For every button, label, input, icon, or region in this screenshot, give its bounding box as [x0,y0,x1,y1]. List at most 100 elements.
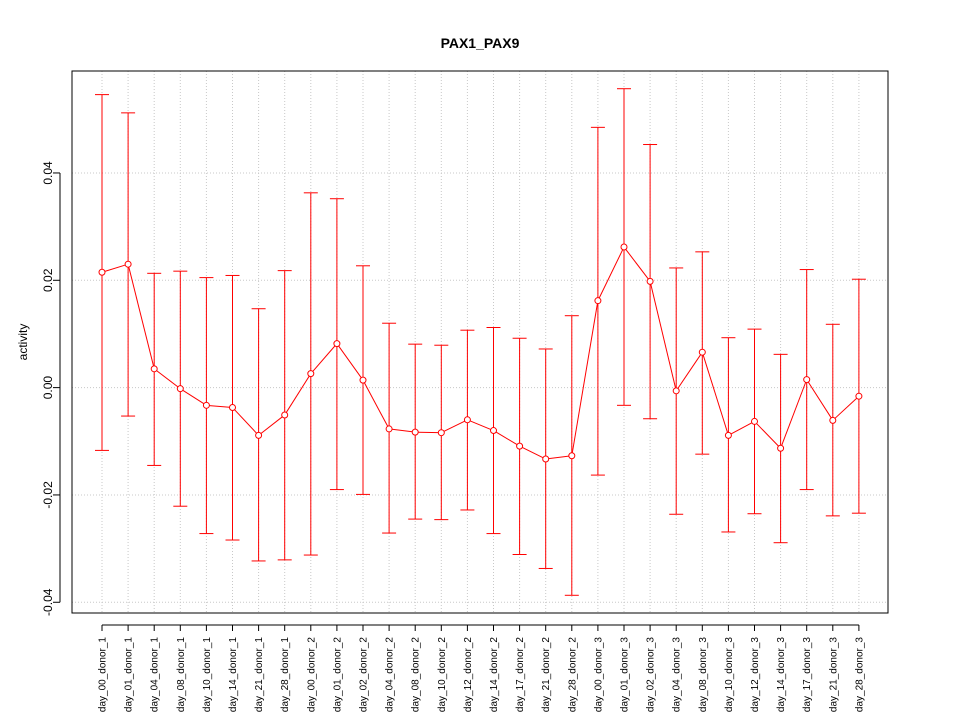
x-tick-label: day_01_donor_2 [332,637,343,713]
data-point [124,260,132,268]
data-point [150,365,158,373]
data-point [803,376,811,384]
series-segment [650,284,676,389]
x-tick-label: day_08_donor_2 [411,637,422,713]
x-tick-label: day_21_donor_1 [254,637,265,713]
series-segment [338,345,362,378]
series-segment [495,431,518,445]
series-segment [182,389,205,405]
series-segment [522,446,544,459]
data-point [542,455,550,463]
data-point [98,268,106,276]
series-segment [209,405,230,408]
data-point [777,444,785,452]
y-axis: -0.04 -0.02 0.00 0.02 0.04 [41,161,61,616]
x-tick-label: day_14_donor_3 [776,637,787,713]
x-tick-label: day_14_donor_1 [228,637,239,713]
x-tick-label: day_10_donor_1 [202,637,213,713]
plot-frame [71,70,889,614]
data-point [463,416,471,424]
x-tick-label: day_08_donor_3 [698,637,709,713]
series-segment [363,382,389,427]
series-segment [234,409,257,434]
x-tick-label: day_17_donor_3 [802,637,813,713]
series-segment [128,266,154,367]
x-tick-label: day_28_donor_3 [854,637,865,713]
series-segment [312,345,336,372]
y-axis-label: activity [16,324,30,361]
series-segment [598,249,624,299]
x-tick-label: day_00_donor_2 [306,637,317,713]
x-tick-label: day_02_donor_2 [359,637,370,713]
x-tick-label: day_12_donor_2 [463,637,474,713]
series-segment [677,354,702,389]
data-point [698,348,706,356]
y-tick-label: 0.00 [41,376,55,400]
data-point [437,429,445,437]
x-tick-label: day_14_donor_2 [489,637,500,713]
data-point [620,243,628,251]
chart-title: PAX1_PAX9 [441,35,520,51]
x-tick-label: day_21_donor_3 [828,637,839,713]
series-segment [469,420,491,430]
data-point [490,427,497,435]
series-line [98,243,863,463]
data-point [829,416,837,424]
series-segment [571,303,598,453]
x-tick-label: day_10_donor_3 [724,637,735,713]
x-tick-label: day_01_donor_1 [124,637,135,713]
x-tick-label: day_00_donor_3 [593,637,604,713]
x-tick-label: day_04_donor_2 [385,637,396,713]
x-tick-label: day_10_donor_2 [437,637,448,713]
y-tick-label: 0.02 [41,268,55,292]
x-tick-label: day_28_donor_2 [567,637,578,713]
data-point [255,431,263,439]
grid-lines [72,71,888,613]
x-tick-label: day_12_donor_3 [750,637,761,713]
series-segment [702,354,728,433]
x-tick-label: day_01_donor_3 [620,637,631,713]
series-segment [730,422,753,435]
x-tick-label: day_28_donor_1 [280,637,291,713]
data-point [281,411,289,419]
data-point [333,340,341,348]
data-point [359,376,367,384]
series-segment [156,370,179,388]
data-point [385,425,393,433]
data-point [176,385,184,393]
data-point [229,403,236,411]
series-segment [807,381,832,419]
x-tick-label: day_04_donor_3 [672,637,683,713]
series-segment [285,375,310,413]
data-point [516,442,524,450]
data-point [202,401,210,409]
series-segment [104,264,126,272]
data-point [672,387,680,395]
y-tick-label: -0.02 [41,481,55,509]
series-segment [260,416,283,434]
data-point [751,417,758,425]
data-point [724,431,732,439]
x-tick-label: day_17_donor_2 [515,637,526,713]
y-tick-label: 0.04 [41,161,55,185]
data-point [411,428,419,436]
data-point [568,452,576,460]
x-tick-label: day_00_donor_1 [98,637,109,713]
x-axis: day_00_donor_1 day_01_donor_1 day_04_donor… [98,624,865,713]
series-segment [781,382,807,446]
data-point [646,277,654,285]
data-point [855,392,863,400]
series-segment [548,455,569,460]
y-tick-label: -0.04 [41,588,55,616]
error-bars [95,88,866,596]
x-tick-label: day_02_donor_3 [646,637,657,713]
x-tick-label: day_21_donor_2 [541,637,552,713]
data-point [307,370,315,378]
x-tick-label: day_08_donor_1 [176,637,187,713]
series-segment [756,423,779,447]
series-segment [834,397,858,419]
data-point [594,297,602,305]
series-segment [625,249,649,280]
x-tick-label: day_04_donor_1 [150,637,161,713]
